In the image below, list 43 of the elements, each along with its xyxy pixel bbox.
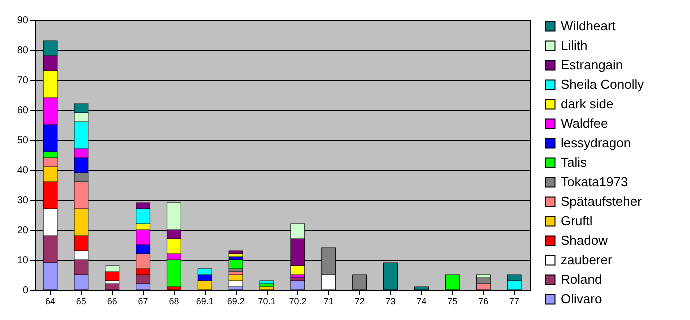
x-tick-label: 66 [107,296,118,306]
bar [228,250,244,254]
legend-label: Talis [561,155,588,170]
legend-label: Waldfee [561,116,608,131]
x-tick-label: 75 [448,296,458,306]
legend-label: Gruftl [561,214,593,228]
x-tick-label: 76 [478,296,489,306]
y-tick-label: 60 [17,106,29,116]
y-tick-label: 50 [17,136,29,146]
legend-label: zauberer [561,252,613,268]
legend-label: Shadow [561,233,609,248]
x-tick-label: 70.1 [258,296,276,306]
x-tick-label: 73 [386,296,396,306]
legend-label: Spätaufsteher [561,194,643,209]
y-tick-label: 30 [17,196,29,206]
y-tick-label: 90 [17,16,29,26]
legend-label: Roland [561,272,602,287]
x-tick-label: 71 [324,296,334,306]
x-tick-label: 65 [76,296,86,306]
y-tick-label: 20 [17,226,29,236]
y-tick-label: 80 [17,46,29,56]
legend-label: Sheila Conolly [561,77,645,92]
legend-label: Olivaro [561,292,602,306]
legend-label: Tokata1973 [561,174,628,190]
x-tick-label: 69.1 [196,296,214,306]
y-tick-label: 40 [17,166,29,176]
x-tick-label: 72 [354,296,365,306]
bar [260,280,274,284]
x-tick-label: 70.2 [289,296,307,306]
y-tick-label: 0 [22,286,29,296]
x-tick-label: 67 [138,296,148,306]
y-tick-label: 10 [17,256,29,266]
x-tick-label: 69.2 [227,296,245,306]
legend-label: Estrangain [561,58,624,72]
legend-label: lessydragon [561,136,632,150]
x-tick-label: 64 [45,296,56,306]
y-tick-label: 70 [17,76,29,86]
x-tick-label: 68 [169,296,180,306]
legend-label: Lilith [561,38,588,53]
x-tick-label: 77 [510,296,520,306]
legend-label: Wildheart [561,18,616,34]
legend-label: dark side [561,96,614,112]
x-tick-label: 74 [416,296,427,306]
